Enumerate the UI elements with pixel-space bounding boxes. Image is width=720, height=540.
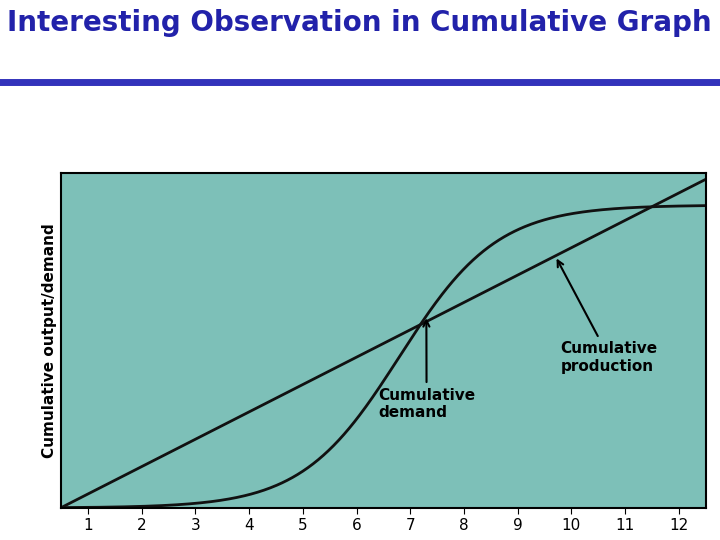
Y-axis label: Cumulative output/demand: Cumulative output/demand bbox=[42, 223, 57, 457]
Text: Cumulative
demand: Cumulative demand bbox=[378, 321, 475, 420]
Text: Cumulative
production: Cumulative production bbox=[557, 260, 658, 374]
Text: Interesting Observation in Cumulative Graph: Interesting Observation in Cumulative Gr… bbox=[7, 9, 712, 37]
